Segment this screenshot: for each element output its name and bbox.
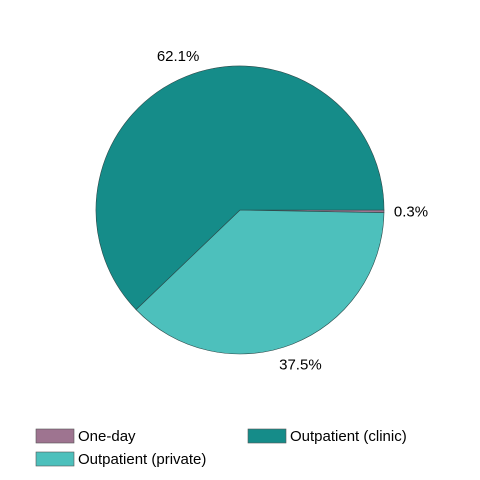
slice-label-outpatient-clinic: 62.1% [157, 48, 200, 65]
legend-label-outpatient-clinic: Outpatient (clinic) [290, 428, 407, 445]
legend-label-outpatient-private: Outpatient (private) [78, 451, 206, 468]
legend-label-one-day: One-day [78, 428, 136, 445]
pie-slice-outpatient-clinic [95, 65, 385, 311]
legend: One-day Outpatient (clinic) Outpatient (pr… [35, 428, 407, 468]
slice-labels: 0.3% 37.5% 62.1% [157, 48, 428, 374]
legend-swatch-outpatient-clinic [247, 428, 287, 444]
slice-label-outpatient-private: 37.5% [279, 357, 322, 374]
pie-slice-outpatient-private [135, 209, 385, 355]
legend-swatch-outpatient-private [35, 451, 75, 467]
pie-slices [95, 65, 385, 355]
slice-label-one-day: 0.3% [394, 204, 428, 221]
legend-swatch-one-day [35, 428, 75, 444]
